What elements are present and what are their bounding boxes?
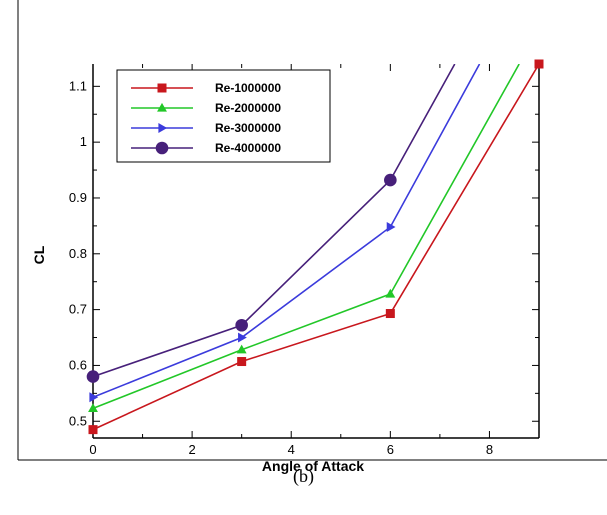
legend-entry: Re-1000000 [215,81,281,95]
y-tick-label: 1.1 [69,78,87,93]
x-tick-label: 4 [288,442,295,457]
data-point [385,288,396,298]
x-tick-label: 2 [188,442,195,457]
legend: Re-1000000 Re-2000000 Re-3000000 Re-4000000 [116,69,331,163]
legend-marker [158,123,168,133]
legend-entry: Re-3000000 [215,121,281,135]
legend-marker [155,141,169,155]
tick-labels: 0 2 4 6 8 0.5 0.6 0.7 0.8 0.9 1 1.1 [69,78,493,457]
data-point [238,332,247,343]
data-point [89,392,99,403]
series-line [92,64,540,431]
data-point [384,173,397,187]
data-point [385,309,395,319]
legend-box [116,69,331,163]
series-4 [86,64,456,383]
data-point [88,425,98,435]
y-tick-label: 0.9 [69,190,87,205]
series-3 [89,64,481,403]
x-tick-label: 0 [89,442,96,457]
data-point [86,370,100,383]
y-axis-title: CL [31,245,47,264]
x-tick-label: 8 [486,442,493,457]
legend-marker [157,83,167,93]
legend-entry: Re-2000000 [215,101,281,115]
data-point [386,222,396,232]
plot-area [86,59,544,439]
data-point [88,403,98,413]
data-point [236,344,247,354]
figure-caption: (b) [293,466,314,486]
legend-marker [157,102,167,112]
series-line [92,64,481,398]
x-axis-title: Angle of Attack [262,458,364,474]
y-tick-label: 1 [80,134,87,149]
y-tick-label: 0.7 [69,302,87,317]
data-point [235,318,248,332]
series-line [92,64,456,378]
y-tick-label: 0.6 [69,357,87,372]
series-line [92,64,520,410]
y-tick-label: 0.5 [69,413,87,428]
data-point [237,357,247,367]
series-2 [88,64,520,413]
legend-entry: Re-4000000 [215,141,281,155]
x-tick-label: 6 [387,442,394,457]
data-point [534,59,544,69]
series-1 [88,59,544,435]
y-tick-label: 0.8 [69,246,87,261]
